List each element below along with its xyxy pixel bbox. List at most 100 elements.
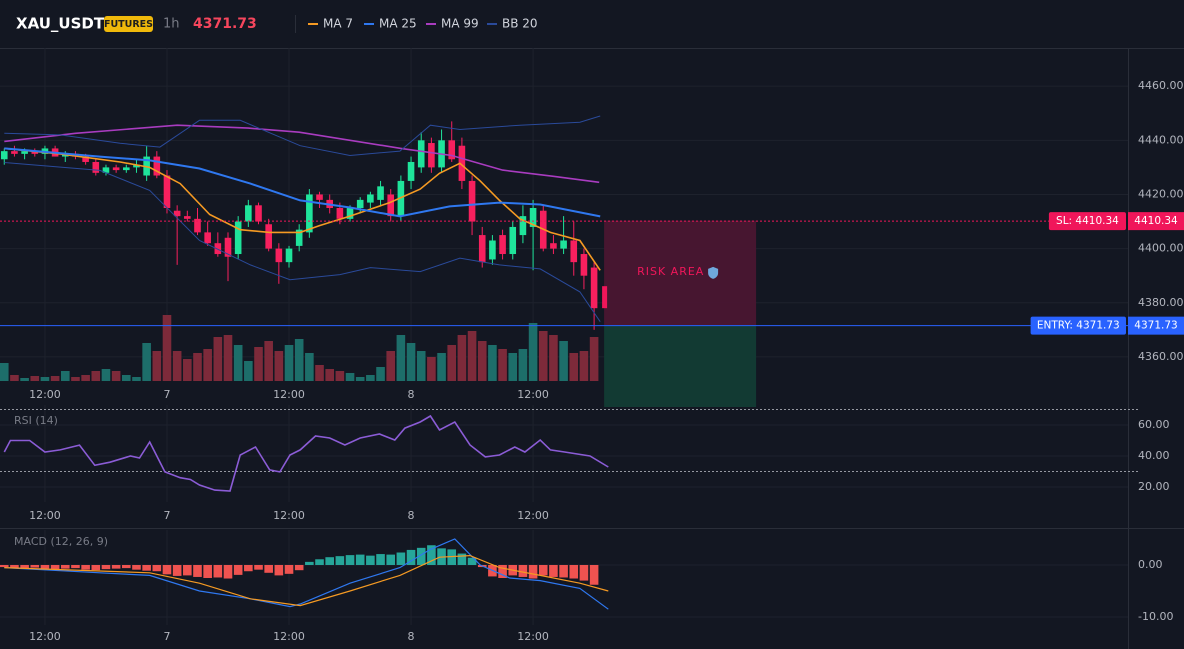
volume-bar (345, 373, 355, 381)
candle-body (285, 248, 293, 263)
candle-body (346, 208, 354, 219)
histogram-bar (345, 555, 355, 565)
volume-bar (569, 353, 579, 381)
histogram-bar (91, 564, 101, 571)
x-tick-label: 12:00 (517, 388, 549, 401)
candle-body (234, 221, 242, 255)
histogram-bar (162, 564, 172, 575)
x-tick-label: 12:00 (29, 388, 61, 401)
candle-body (275, 248, 283, 263)
volume-bar (172, 351, 182, 381)
volume-bar (111, 371, 121, 381)
shield-icon (708, 266, 719, 279)
x-tick-label: 8 (408, 509, 415, 522)
histogram-bar (498, 564, 507, 578)
histogram-bar (294, 564, 304, 571)
indicator-line (4, 147, 601, 218)
x-tick-label: 12:00 (517, 630, 549, 643)
y-tick-label: 0.00 (1138, 558, 1163, 571)
histogram-bar (386, 554, 396, 565)
volume-bar (193, 353, 202, 381)
volume-bar (213, 337, 223, 381)
indicator-line (4, 147, 601, 271)
candle-body (519, 216, 527, 236)
y-tick-label: 20.00 (1138, 480, 1170, 493)
panel: 4460.00 4440.00 4420.00 4400.00 4380.00 4360.… (0, 48, 1184, 401)
rsi-title: RSI (14) (14, 414, 58, 427)
indicator-line (4, 124, 600, 184)
histogram-bar (223, 564, 233, 579)
histogram-bar (183, 564, 192, 576)
legend-label: MA 25 (379, 17, 417, 31)
histogram-bar (335, 556, 345, 565)
volume-bar (244, 361, 253, 381)
histogram-bar (305, 561, 314, 565)
volume-bar (274, 351, 284, 381)
volume-bar (122, 375, 131, 381)
volume-bar (101, 369, 111, 381)
candle-body (509, 226, 517, 255)
candle-body (306, 194, 313, 233)
x-tick-label: 12:00 (273, 509, 305, 522)
histogram-bar (518, 564, 528, 577)
candle-body (417, 140, 425, 168)
badge: FUTURES (104, 19, 153, 30)
symbol: XAU_USDT (16, 15, 105, 33)
volume-bar (60, 371, 70, 381)
interval: 1h (163, 17, 180, 32)
volume-bar (467, 331, 477, 381)
y-tick-label: 4440.00 (1138, 133, 1184, 146)
histogram-bar (111, 564, 121, 569)
candle-body (0, 151, 8, 160)
volume-bar (416, 351, 426, 381)
y-tick-label: 4420.00 (1138, 187, 1184, 200)
candle-body (265, 224, 272, 249)
volume (0, 315, 599, 381)
histogram-bar (20, 564, 29, 569)
histogram-bar (172, 564, 182, 576)
histogram-bar (406, 549, 416, 565)
volume-bar (538, 331, 548, 381)
level-label-bg (1048, 212, 1126, 231)
volume-bar (0, 363, 9, 381)
histogram-bar (467, 557, 477, 565)
volume-bar (71, 377, 80, 381)
y-tick-label: 4380.00 (1138, 296, 1184, 309)
y-tick-label: 4400.00 (1138, 242, 1184, 255)
level-price-bg (1128, 316, 1184, 335)
candle-body (295, 229, 303, 246)
indicator-line (4, 162, 601, 322)
candle-body (529, 208, 537, 227)
candle-body (458, 145, 466, 181)
candle-body (173, 210, 181, 217)
volume-bar (264, 341, 273, 381)
histogram-bar (376, 554, 385, 565)
histogram-bar (193, 564, 202, 577)
volume-bar (152, 351, 162, 381)
candle-body (428, 143, 435, 168)
histogram-bar (233, 564, 243, 575)
histogram-bar (274, 564, 284, 576)
candle-body (387, 194, 395, 217)
histogram-bar (30, 564, 40, 568)
volume-bar (91, 371, 101, 381)
volume-bar (579, 351, 589, 381)
candle-body (21, 151, 28, 154)
candle-body (245, 205, 252, 222)
histogram-bar (396, 552, 406, 565)
y-tick-label: 4460.00 (1138, 79, 1184, 92)
volume-bar (30, 376, 40, 381)
volume-bar (315, 365, 324, 381)
y-tick-label: -10.00 (1138, 610, 1173, 623)
histogram-bar (0, 564, 9, 568)
zone-label: RISK AREA (637, 265, 704, 278)
candle-body (560, 240, 567, 249)
volume-bar (406, 343, 416, 381)
volume-bar (508, 353, 518, 381)
level-label-bg (1030, 316, 1126, 335)
candle-body (204, 232, 211, 244)
y-tick-label: 60.00 (1138, 418, 1170, 431)
candle-body (478, 235, 486, 263)
